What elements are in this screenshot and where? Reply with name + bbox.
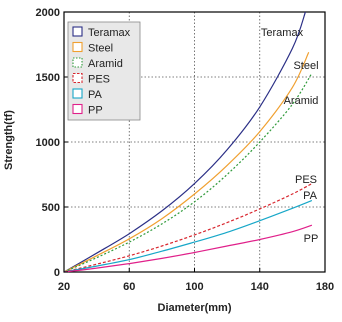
y-tick-label: 2000 — [36, 7, 60, 19]
legend-swatch-pp — [72, 103, 83, 115]
curve-label-pes: PES — [295, 174, 317, 186]
curve-labels: Teramax Steel Aramid PES PA PP — [261, 27, 319, 245]
x-tick-label: 20 — [58, 281, 70, 293]
legend-swatch-aramid — [72, 57, 83, 68]
y-tick-label: 500 — [42, 202, 60, 214]
series-line-pp — [63, 224, 313, 273]
series-line-aramid — [63, 72, 313, 273]
legend-swatch-pa — [72, 88, 83, 99]
curve-label-aramid: Aramid — [284, 95, 319, 107]
series-line-pa — [63, 199, 313, 273]
x-tick-label: 100 — [185, 281, 203, 293]
x-tick-label: 140 — [251, 281, 269, 293]
x-axis-label: Diameter(mm) — [158, 302, 232, 314]
curve-label-teramax: Teramax — [261, 27, 304, 39]
y-tick-label: 1000 — [36, 137, 60, 149]
x-tick-label: 180 — [316, 281, 334, 293]
x-tick-labels: 20 60 100 140 180 — [58, 268, 334, 293]
series-line-teramax — [63, 11, 306, 273]
curve-label-pp: PP — [304, 233, 319, 245]
legend-label-teramax: Teramax — [88, 27, 131, 39]
x-tick-label: 60 — [123, 281, 135, 293]
legend-label-pa: PA — [88, 89, 103, 101]
legend-label-steel: Steel — [88, 43, 113, 55]
y-tick-label: 1500 — [36, 72, 60, 84]
legend-label-aramid: Aramid — [88, 58, 123, 70]
series-line-steel — [63, 52, 310, 273]
legend-swatch-teramax — [72, 26, 83, 37]
legend-label-pp: PP — [88, 105, 103, 117]
legend-swatch-steel — [72, 41, 83, 53]
y-tick-labels: 0 500 1000 1500 2000 — [36, 7, 68, 279]
series-layer — [63, 11, 313, 273]
curve-label-pa: PA — [303, 190, 318, 202]
legend-label-pes: PES — [88, 74, 110, 86]
curve-label-steel: Steel — [293, 60, 318, 72]
y-tick-label: 0 — [54, 267, 60, 279]
legend: Teramax Steel Aramid PES PA PP — [67, 21, 141, 121]
legend-box — [67, 21, 141, 121]
series-line-pes — [63, 183, 313, 273]
legend-swatch-pes — [72, 72, 83, 84]
y-axis-label: Strength(tf) — [3, 110, 15, 170]
